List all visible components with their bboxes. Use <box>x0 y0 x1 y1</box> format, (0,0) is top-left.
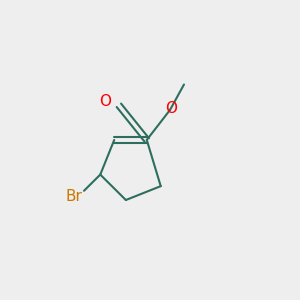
Text: O: O <box>99 94 111 109</box>
Text: Br: Br <box>65 189 82 204</box>
Text: O: O <box>165 101 177 116</box>
